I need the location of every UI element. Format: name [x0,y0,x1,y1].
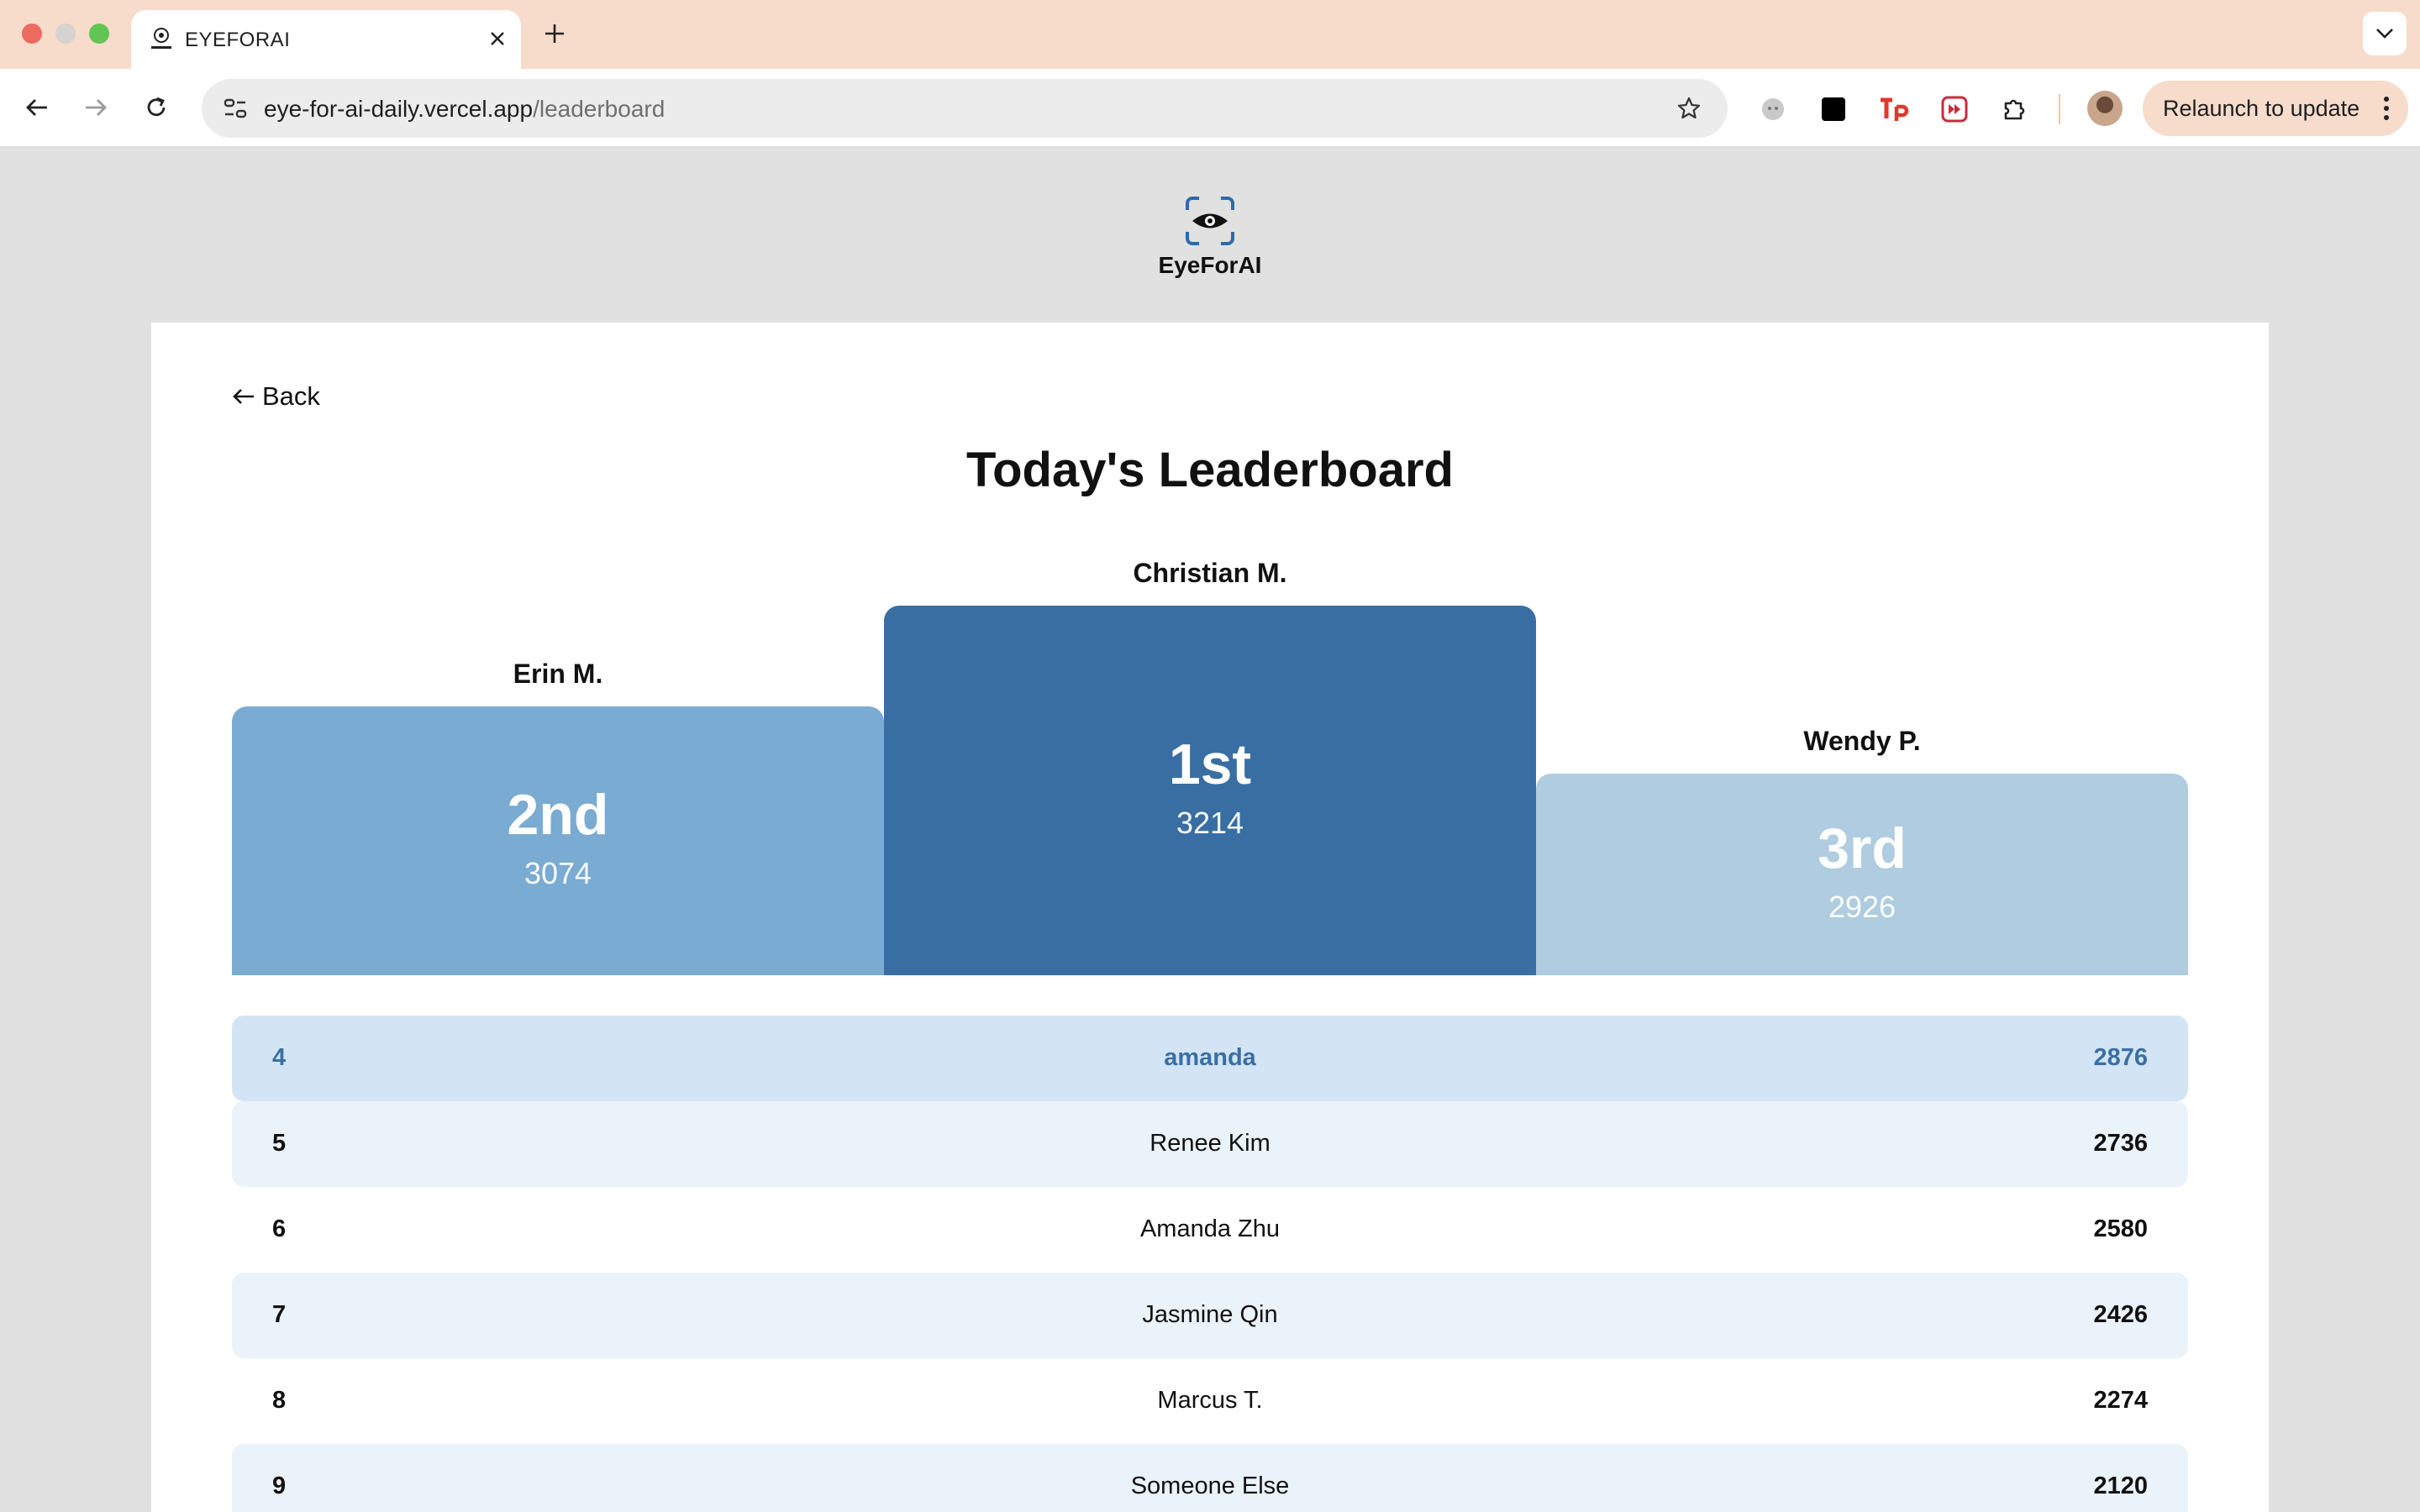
row-score: 2736 [2093,1130,2148,1157]
site-logo[interactable]: EyeForAI [1126,195,1294,287]
leaderboard-card: Back Today's Leaderboard Erin M. Christi… [151,323,2269,1512]
kebab-menu-icon[interactable] [2370,88,2403,129]
row-rank: 8 [272,1387,287,1414]
row-rank: 9 [272,1473,287,1499]
row-score: 2580 [2093,1215,2148,1242]
row-score: 2426 [2093,1301,2148,1328]
back-label: Back [262,381,320,411]
relaunch-button[interactable]: Relaunch to update [2143,81,2408,136]
extension-fast-forward-icon[interactable] [1936,91,1973,128]
row-score: 2876 [2093,1044,2148,1071]
third-place-name: Wendy P. [1803,726,1921,756]
extension-black-square-icon[interactable] [1815,91,1852,128]
row-score: 2120 [2093,1473,2148,1499]
row-name: amanda [1164,1044,1256,1071]
row-rank: 5 [272,1130,287,1157]
second-place-name: Erin M. [513,659,603,689]
row-rank: 6 [272,1215,287,1242]
leaderboard-list: 4 amanda 2876 5 Renee Kim 2736 6 Amanda … [232,1016,2188,1512]
close-window-button[interactable] [22,24,42,44]
eye-logo-icon [1186,197,1234,245]
third-place-score: 2926 [1828,890,1897,924]
browser-tabstrip: EYEFORAI [0,0,2420,69]
tab-search-chevron-down-icon[interactable] [2363,12,2407,55]
row-name: Someone Else [1130,1473,1290,1499]
eye-favicon-icon [151,28,171,49]
bookmark-star-icon[interactable] [1669,88,1709,129]
extensions-puzzle-icon[interactable] [1996,91,2033,128]
site-info-icon[interactable] [215,88,255,129]
third-place-rank: 3rd [1818,816,1907,880]
row-rank: 4 [272,1044,287,1071]
row-name: Amanda Zhu [1139,1215,1281,1242]
table-row-current-user: 4 amanda 2876 [232,1016,2188,1101]
third-place-block: 3rd 2926 [1536,774,2188,975]
maximize-window-button[interactable] [89,24,109,44]
extension-tp-icon[interactable] [1876,91,1912,128]
table-row: 9 Someone Else 2120 [232,1444,2188,1512]
extension-gray-circle-icon[interactable] [1754,91,1791,128]
row-name: Jasmine Qin [1142,1301,1278,1328]
second-place-block: 2nd 3074 [232,706,884,975]
second-place-rank: 2nd [507,783,609,847]
minimize-window-button[interactable] [55,24,76,44]
back-link[interactable]: Back [232,378,320,415]
arrow-left-icon [233,389,254,404]
row-rank: 7 [272,1301,287,1328]
table-row: 6 Amanda Zhu 2580 [232,1187,2188,1273]
back-arrow-icon[interactable] [17,87,57,128]
first-place-block: 1st 3214 [884,606,1536,975]
forward-arrow-icon[interactable] [76,87,116,128]
profile-avatar[interactable] [2087,91,2123,126]
row-name: Marcus T. [1157,1387,1263,1414]
url-text: eye-for-ai-daily.vercel.app/leaderboard [264,96,666,122]
row-score: 2274 [2093,1387,2148,1414]
first-place-rank: 1st [1168,732,1252,796]
second-place-score: 3074 [523,856,592,890]
toolbar-divider [2059,94,2060,124]
browser-toolbar: eye-for-ai-daily.vercel.app/leaderboard … [0,69,2420,148]
first-place-score: 3214 [1176,806,1244,840]
table-row: 5 Renee Kim 2736 [232,1101,2188,1187]
reload-icon[interactable] [136,87,176,128]
address-bar[interactable]: eye-for-ai-daily.vercel.app/leaderboard [202,79,1728,138]
first-place-name: Christian M. [1133,558,1287,588]
page-title: Today's Leaderboard [966,443,1454,497]
tab-close-icon[interactable] [481,22,514,55]
row-name: Renee Kim [1150,1130,1270,1157]
logo-text: EyeForAI [1158,252,1262,278]
table-row: 7 Jasmine Qin 2426 [232,1273,2188,1358]
table-row: 8 Marcus T. 2274 [232,1358,2188,1444]
tab-title: EYEFORAI [185,29,291,51]
relaunch-label: Relaunch to update [2163,96,2360,121]
new-tab-icon[interactable] [538,17,571,50]
browser-tab[interactable]: EYEFORAI [131,10,521,69]
